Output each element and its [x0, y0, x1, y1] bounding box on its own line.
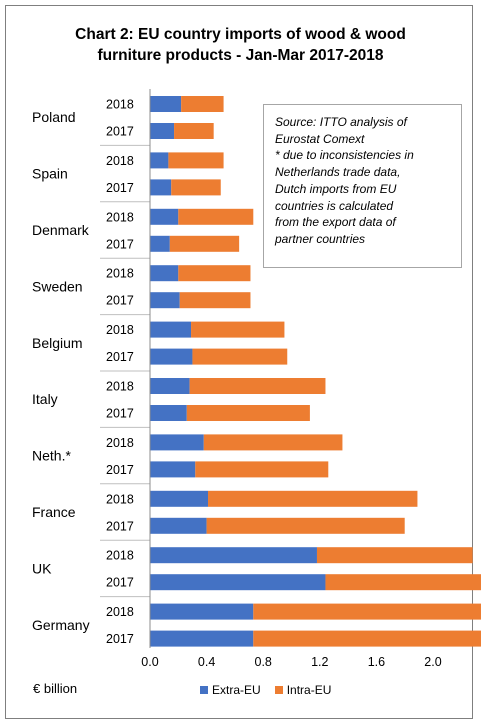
bar-intra-eu-belgium-2017 — [192, 348, 288, 365]
bar-extra-eu-uk-2018 — [150, 547, 317, 564]
note-line: Netherlands trade data, — [275, 165, 401, 180]
bar-extra-eu-poland-2018 — [150, 96, 182, 112]
bar-intra-eu-sweden-2018 — [178, 265, 251, 282]
legend-label-extra-eu: Extra-EU — [212, 683, 261, 697]
chart-title-line-1: Chart 2: EU country imports of wood & wo… — [75, 26, 406, 43]
country-label-italy: Italy — [32, 391, 58, 407]
note-line: * due to inconsistencies in — [275, 148, 414, 163]
year-label: 2017 — [106, 350, 134, 364]
legend-swatch-extra-eu — [200, 686, 208, 694]
bar-intra-eu-france-2018 — [208, 490, 418, 507]
bar-intra-eu-germany-2018 — [253, 603, 481, 620]
bar-intra-eu-poland-2017 — [174, 123, 214, 139]
year-label: 2017 — [106, 237, 134, 251]
legend-item-intra-eu: Intra-EU — [274, 683, 332, 697]
country-label-neth: Neth.* — [32, 448, 71, 464]
bar-intra-eu-neth-2018 — [203, 434, 343, 451]
country-label-belgium: Belgium — [32, 335, 83, 351]
bar-intra-eu-spain-2017 — [171, 179, 221, 196]
year-label: 2018 — [106, 267, 134, 281]
year-label: 2017 — [106, 407, 134, 421]
note-line: countries is calculated — [275, 198, 394, 213]
chart-frame — [5, 5, 473, 719]
bar-intra-eu-italy-2018 — [189, 378, 326, 394]
bar-intra-eu-italy-2017 — [186, 405, 310, 421]
bar-extra-eu-germany-2018 — [150, 603, 254, 620]
country-label-germany: Germany — [32, 617, 90, 633]
bar-extra-eu-sweden-2018 — [150, 265, 179, 282]
bar-extra-eu-belgium-2018 — [150, 321, 192, 338]
legend: Extra-EU Intra-EU — [200, 683, 345, 697]
bar-extra-eu-germany-2017 — [150, 630, 254, 647]
year-label: 2017 — [106, 181, 134, 195]
bar-intra-eu-france-2017 — [206, 517, 405, 534]
bar-extra-eu-sweden-2017 — [150, 292, 180, 309]
country-label-uk: UK — [32, 560, 52, 576]
bar-intra-eu-germany-2017 — [253, 630, 481, 647]
year-label: 2018 — [106, 436, 134, 450]
bar-extra-eu-neth-2018 — [150, 434, 204, 451]
legend-item-extra-eu: Extra-EU — [200, 683, 261, 697]
bar-extra-eu-neth-2017 — [150, 461, 196, 478]
bar-intra-eu-poland-2018 — [181, 96, 224, 112]
bar-intra-eu-uk-2017 — [325, 574, 481, 591]
note-line: partner countries — [275, 231, 366, 246]
year-label: 2017 — [106, 632, 134, 646]
x-tick-label: 0.4 — [198, 655, 215, 669]
bar-extra-eu-denmark-2018 — [150, 208, 179, 225]
bar-extra-eu-spain-2017 — [150, 179, 172, 196]
year-label: 2017 — [106, 519, 134, 533]
bar-extra-eu-uk-2017 — [150, 574, 326, 591]
bar-intra-eu-sweden-2017 — [179, 292, 251, 309]
bar-intra-eu-belgium-2018 — [191, 321, 285, 338]
bar-intra-eu-uk-2018 — [316, 547, 473, 564]
chart-title: Chart 2: EU country imports of wood & wo… — [0, 24, 481, 66]
year-label: 2018 — [106, 323, 134, 337]
note-line: Source: ITTO analysis of — [275, 115, 407, 129]
country-label-france: France — [32, 504, 76, 520]
x-tick-label: 0.8 — [255, 655, 272, 669]
bar-intra-eu-neth-2017 — [195, 461, 329, 478]
year-label: 2018 — [106, 380, 134, 394]
year-label: 2018 — [106, 154, 134, 168]
bar-extra-eu-belgium-2017 — [150, 348, 193, 365]
bar-extra-eu-denmark-2017 — [150, 235, 170, 252]
x-tick-label: 0.0 — [141, 655, 158, 669]
unit-label: € billion — [33, 681, 78, 696]
bar-extra-eu-italy-2017 — [150, 405, 187, 421]
year-label: 2018 — [106, 210, 134, 224]
bar-extra-eu-france-2017 — [150, 517, 207, 534]
country-label-poland: Poland — [32, 109, 76, 125]
year-label: 2017 — [106, 294, 134, 308]
year-label: 2017 — [106, 576, 134, 590]
note-line: Dutch imports from EU — [275, 181, 397, 196]
country-label-spain: Spain — [32, 166, 68, 182]
year-label: 2018 — [106, 605, 134, 619]
bar-intra-eu-spain-2018 — [168, 152, 224, 169]
year-label: 2017 — [106, 125, 134, 139]
bar-extra-eu-italy-2018 — [150, 378, 190, 394]
year-label: 2018 — [106, 549, 134, 563]
source-note-box: Source: ITTO analysis of Eurostat Comext… — [263, 104, 462, 268]
year-label: 2018 — [106, 492, 134, 506]
year-label: 2017 — [106, 463, 134, 477]
bar-extra-eu-spain-2018 — [150, 152, 169, 169]
country-label-sweden: Sweden — [32, 278, 83, 294]
bar-extra-eu-poland-2017 — [150, 123, 175, 139]
x-tick-label: 1.2 — [311, 655, 328, 669]
legend-swatch-intra-eu — [274, 686, 283, 694]
x-tick-label: 1.6 — [368, 655, 385, 669]
note-line: from the export data of — [275, 215, 396, 230]
chart-title-line-2: furniture products - Jan-Mar 2017-2018 — [97, 47, 384, 64]
note-line: Eurostat Comext — [275, 131, 365, 146]
bar-intra-eu-denmark-2018 — [178, 208, 254, 225]
year-label: 2018 — [106, 98, 134, 112]
x-tick-label: 2.0 — [424, 655, 441, 669]
country-label-denmark: Denmark — [32, 222, 90, 238]
bar-intra-eu-denmark-2017 — [169, 235, 240, 252]
bar-extra-eu-france-2018 — [150, 490, 209, 507]
legend-label-intra-eu: Intra-EU — [286, 683, 332, 697]
